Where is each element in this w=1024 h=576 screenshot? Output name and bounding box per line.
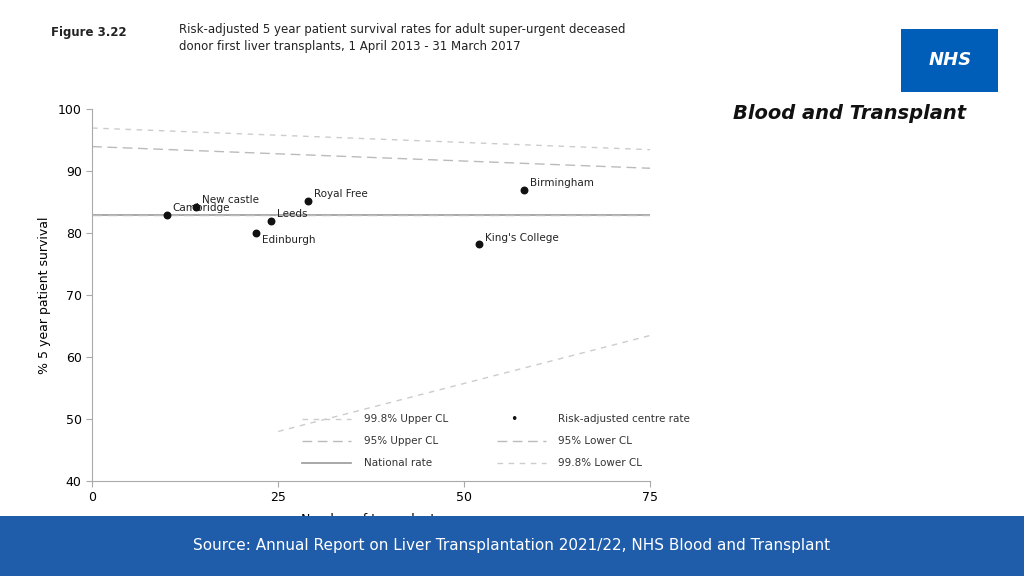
- Text: Cambridge: Cambridge: [172, 203, 230, 213]
- Text: National rate: National rate: [364, 458, 432, 468]
- Point: [248, 229, 264, 238]
- X-axis label: Number of transplants: Number of transplants: [301, 513, 441, 526]
- Y-axis label: % 5 year patient survival: % 5 year patient survival: [38, 217, 51, 374]
- Text: Risk-adjusted centre rate: Risk-adjusted centre rate: [558, 414, 690, 425]
- Text: King's College: King's College: [485, 233, 559, 242]
- Text: Birmingham: Birmingham: [529, 178, 594, 188]
- Text: 95% Lower CL: 95% Lower CL: [558, 436, 632, 446]
- Point: [471, 240, 487, 249]
- Point: [262, 216, 279, 225]
- Point: [159, 210, 175, 219]
- Text: Risk-adjusted 5 year patient survival rates for adult super-urgent deceased: Risk-adjusted 5 year patient survival ra…: [179, 23, 626, 36]
- Point: [188, 203, 205, 212]
- Text: Figure 3.22: Figure 3.22: [51, 26, 127, 39]
- Text: donor first liver transplants, 1 April 2013 - 31 March 2017: donor first liver transplants, 1 April 2…: [179, 40, 521, 54]
- Text: Leeds: Leeds: [276, 209, 307, 219]
- Point: [300, 196, 316, 206]
- Text: Blood and Transplant: Blood and Transplant: [733, 104, 967, 123]
- Text: Source: Annual Report on Liver Transplantation 2021/22, NHS Blood and Transplant: Source: Annual Report on Liver Transplan…: [194, 538, 830, 554]
- Text: 99.8% Lower CL: 99.8% Lower CL: [558, 458, 642, 468]
- Text: 95% Upper CL: 95% Upper CL: [364, 436, 438, 446]
- Text: Royal Free: Royal Free: [314, 190, 368, 199]
- Text: •: •: [510, 413, 517, 426]
- Text: NHS: NHS: [928, 51, 972, 70]
- Point: [515, 185, 531, 195]
- Text: New castle: New castle: [203, 195, 259, 206]
- Text: 99.8% Upper CL: 99.8% Upper CL: [364, 414, 447, 425]
- Text: Edinburgh: Edinburgh: [262, 235, 315, 245]
